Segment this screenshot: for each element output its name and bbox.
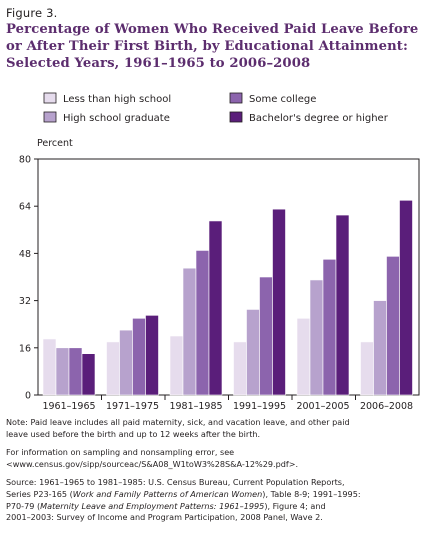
bar bbox=[42, 338, 57, 396]
bar bbox=[322, 258, 337, 396]
legend-label: High school graduate bbox=[63, 113, 170, 124]
figure-title: Percentage of Women Who Received Paid Le… bbox=[6, 21, 430, 72]
bar bbox=[68, 347, 83, 396]
bar bbox=[335, 214, 350, 396]
bar bbox=[272, 208, 286, 396]
legend-swatch bbox=[229, 111, 243, 123]
bar bbox=[386, 256, 400, 396]
bar bbox=[119, 329, 133, 396]
note-line: leave used before the birth and up to 12… bbox=[6, 428, 261, 439]
y-tick-label: 16 bbox=[19, 343, 31, 354]
info-paragraph: For information on sampling and nonsampl… bbox=[6, 447, 428, 470]
legend-label: Less than high school bbox=[63, 94, 171, 105]
x-tick-label: 1961–1965 bbox=[42, 401, 95, 412]
y-axis-label: Percent bbox=[37, 138, 73, 149]
bar bbox=[360, 341, 374, 396]
source-paragraph: Source: 1961–1965 to 1981–1985: U.S. Cen… bbox=[6, 477, 428, 523]
bar bbox=[246, 309, 260, 396]
bar bbox=[195, 250, 210, 396]
figure-label: Figure 3. bbox=[6, 6, 58, 20]
source-line: P70-79 (Maternity Leave and Employment P… bbox=[6, 500, 326, 511]
bar bbox=[55, 347, 70, 396]
bar bbox=[309, 279, 324, 396]
y-tick-label: 48 bbox=[19, 249, 31, 260]
bar bbox=[132, 317, 146, 396]
y-tick-label: 0 bbox=[25, 391, 31, 402]
legend-swatch bbox=[43, 92, 57, 104]
note-paragraph: Note: Paid leave includes all paid mater… bbox=[6, 417, 428, 440]
x-tick-label: 1981–1985 bbox=[169, 401, 222, 412]
bar bbox=[182, 267, 197, 396]
x-tick-label: 2001–2005 bbox=[296, 401, 349, 412]
source-line: Series P23-165 (Work and Family Patterns… bbox=[6, 488, 361, 499]
bar bbox=[208, 220, 223, 396]
bar bbox=[145, 315, 159, 396]
bar bbox=[233, 341, 247, 396]
bar bbox=[296, 317, 311, 396]
bar bbox=[259, 276, 273, 396]
legend-label: Bachelor's degree or higher bbox=[249, 113, 389, 124]
bar bbox=[81, 353, 96, 396]
source-line: Source: 1961–1965 to 1981–1985: U.S. Cen… bbox=[6, 477, 345, 488]
title-line: Percentage of Women Who Received Paid Le… bbox=[6, 22, 419, 37]
x-tick-label: 2006–2008 bbox=[360, 401, 413, 412]
y-tick-label: 80 bbox=[19, 155, 31, 166]
figure-notes: Note: Paid leave includes all paid mater… bbox=[6, 417, 428, 531]
note-line: Note: Paid leave includes all paid mater… bbox=[6, 417, 350, 427]
bar bbox=[169, 335, 184, 396]
info-line: For information on sampling and nonsampl… bbox=[6, 447, 235, 458]
x-tick-label: 1991–1995 bbox=[233, 401, 286, 412]
legend-swatch bbox=[229, 92, 243, 104]
legend-label: Some college bbox=[249, 94, 316, 105]
bar bbox=[373, 300, 387, 396]
bar bbox=[106, 341, 120, 396]
source-publication-title: Work and Family Patterns of American Wom… bbox=[72, 488, 263, 499]
source-publication-title: Maternity Leave and Employment Patterns:… bbox=[40, 500, 265, 511]
title-line: Selected Years, 1961–1965 to 2006–2008 bbox=[6, 56, 311, 71]
x-tick-label: 1971–1975 bbox=[106, 401, 159, 412]
legend-swatch bbox=[43, 111, 57, 123]
bar bbox=[399, 200, 413, 396]
y-tick-label: 64 bbox=[19, 202, 31, 213]
title-line: or After Their First Birth, by Education… bbox=[6, 39, 408, 54]
source-line: 2001–2003: Survey of Income and Program … bbox=[6, 512, 323, 523]
y-tick-label: 32 bbox=[19, 296, 31, 307]
info-link-text: <www.census.gov/sipp/sourceac/S&A08_W1to… bbox=[6, 458, 299, 469]
